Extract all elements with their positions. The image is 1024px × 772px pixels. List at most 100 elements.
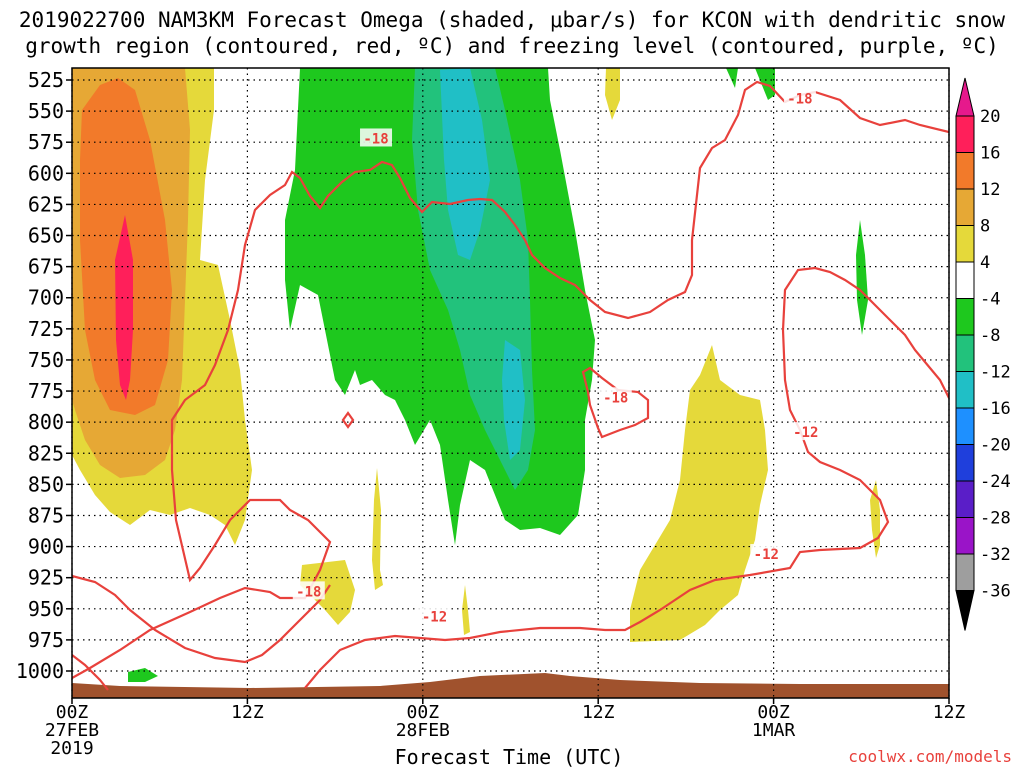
x-tick-label: 12Z — [582, 702, 615, 723]
terrain-ground — [72, 673, 949, 698]
contour-label: -12 — [754, 547, 779, 563]
credit-text: coolwx.com/models — [848, 747, 1012, 766]
colorbar-segment — [955, 517, 975, 555]
y-tick-label: 925 — [28, 566, 64, 590]
y-tick-label: 675 — [28, 255, 64, 279]
y-axis: 525 550 575 600 625 650 675 700 725 750 775 800 825 8… — [16, 68, 72, 683]
colorbar-segment — [955, 152, 975, 190]
shade-neg-4-right — [856, 220, 868, 335]
shade-pos-4-right — [630, 345, 768, 642]
colorbar-segment — [955, 553, 975, 591]
contour-minus18-mid-loop — [581, 366, 650, 439]
contour-label-bg — [418, 606, 451, 625]
contour-label: -18 — [363, 131, 388, 147]
x-tick-label: 12Z — [231, 702, 264, 723]
colorbar-label: -32 — [980, 545, 1011, 565]
y-tick-label: 850 — [28, 472, 64, 496]
colorbar-label: -12 — [980, 363, 1011, 383]
temperature-contours — [72, 80, 949, 691]
contour-label: -12 — [422, 609, 447, 625]
shade-pos-4-top — [605, 68, 620, 120]
colorbar-label: 20 — [980, 107, 1000, 127]
x-tick-label: 00Z — [757, 702, 790, 723]
x-tick-label: 2019 — [50, 738, 93, 759]
colorbar-label: 8 — [980, 217, 990, 237]
y-tick-label: 650 — [28, 224, 64, 248]
colorbar-label: -24 — [980, 472, 1011, 492]
x-tick-label: 27FEB — [45, 720, 99, 741]
colorbar-label: -16 — [980, 399, 1011, 419]
colorbar-label: -20 — [980, 436, 1011, 456]
contour-label-bg — [599, 387, 632, 406]
colorbar-bottom-cap — [955, 590, 975, 631]
y-tick-label: 725 — [28, 317, 64, 341]
x-tick-label: 1MAR — [752, 720, 796, 741]
colorbar-segment — [955, 407, 975, 445]
colorbar-segment — [955, 480, 975, 518]
x-tick-label: 28FEB — [396, 720, 450, 741]
shade-pos-4-small-b — [372, 468, 383, 590]
colorbar-segment — [955, 115, 975, 153]
y-tick-label: 800 — [28, 410, 64, 434]
contour-labels: -18 -18 -18 -18 -12 -12 -12 — [292, 88, 822, 625]
colorbar-segment — [955, 188, 975, 226]
colorbar: 20 16 12 8 4 -4 -8 -12 -16 -20 -24 -28 -32 -36 — [955, 77, 1011, 631]
shade-pos-4-small-c — [462, 585, 470, 635]
contour-minus12-left-bottom — [72, 654, 109, 691]
y-tick-label: 1000 — [16, 659, 64, 683]
contour-label-bg — [292, 581, 325, 600]
y-tick-label: 825 — [28, 441, 64, 465]
contour-diamond — [341, 411, 355, 429]
contour-label-bg — [360, 128, 393, 147]
contour-label-bg — [750, 544, 783, 563]
contour-label: -18 — [787, 92, 812, 108]
colorbar-segment — [955, 225, 975, 263]
shade-neg-4-bottom — [128, 668, 158, 682]
contour-label: -18 — [603, 390, 628, 406]
colorbar-segment — [955, 298, 975, 336]
y-tick-label: 875 — [28, 503, 64, 527]
y-tick-label: 550 — [28, 99, 64, 123]
y-tick-label: 950 — [28, 597, 64, 621]
chart-title-line-1: 2019022700 NAM3KM Forecast Omega (shaded… — [19, 8, 1006, 32]
colorbar-segment — [955, 261, 975, 299]
colorbar-label: 16 — [980, 144, 1000, 164]
y-tick-label: 775 — [28, 379, 64, 403]
colorbar-label: 12 — [980, 180, 1000, 200]
contour-label: -18 — [296, 584, 321, 600]
x-axis-label: Forecast Time (UTC) — [395, 745, 624, 768]
colorbar-label: -28 — [980, 509, 1011, 529]
colorbar-label: -8 — [980, 326, 1000, 346]
y-tick-label: 625 — [28, 192, 64, 216]
chart-title-line-2: growth region (contoured, red, ºC) and f… — [25, 34, 999, 58]
x-tick-label: 12Z — [933, 702, 966, 723]
shade-neg-4-top — [726, 68, 738, 88]
contour-label-bg — [783, 88, 816, 107]
y-tick-label: 525 — [28, 68, 64, 92]
y-tick-label: 750 — [28, 348, 64, 372]
shade-neg-12-b — [502, 340, 525, 460]
colorbar-segment — [955, 444, 975, 482]
colorbar-label: -4 — [980, 290, 1000, 310]
shade-pos-16 — [115, 215, 133, 400]
omega-shading — [72, 68, 949, 698]
contour-minus12-bottom-left — [72, 574, 331, 664]
colorbar-label: -36 — [980, 582, 1011, 602]
y-tick-label: 575 — [28, 130, 64, 154]
shade-neg-12 — [440, 68, 490, 260]
contour-minus18-left-to-mid — [72, 80, 949, 679]
x-tick-label: 00Z — [407, 702, 440, 723]
y-tick-label: 900 — [28, 535, 64, 559]
plot-frame — [71, 67, 950, 699]
colorbar-label: 4 — [980, 253, 990, 273]
y-tick-label: 700 — [28, 286, 64, 310]
y-tick-label: 600 — [28, 161, 64, 185]
colorbar-segment — [955, 371, 975, 409]
contour-label-bg — [789, 422, 822, 441]
contour-minus12-bottom-arc — [304, 266, 949, 689]
x-tick-label: 00Z — [56, 702, 89, 723]
colorbar-segment — [955, 334, 975, 372]
